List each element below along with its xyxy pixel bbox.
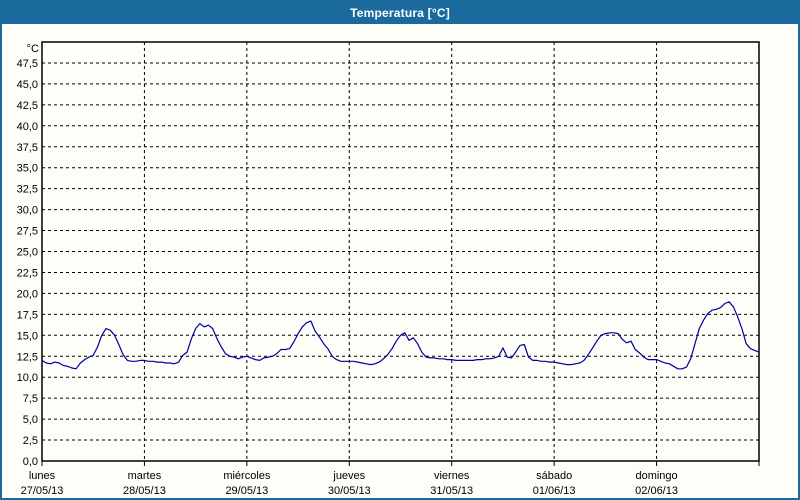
x-date-label: 01/06/13 [533,485,576,497]
x-date-label: 29/05/13 [225,485,268,497]
x-date-label: 02/06/13 [635,485,678,497]
y-tick-label: 10,0 [17,372,38,384]
window-title: Temperatura [°C] [350,6,450,20]
y-tick-label: 42,5 [17,100,38,112]
y-axis-labels: 0,0 2,5 5,0 7,5 10,0 12,5 15,0 17,5 20,0 22,5 25,0… [17,58,38,468]
plot-border [41,41,760,462]
x-date-label: 31/05/13 [430,485,473,497]
x-day-label: domingo [635,470,677,482]
x-axis-ticks [41,461,760,466]
y-tick-label: 37,5 [17,142,38,154]
y-tick-label: 17,5 [17,309,38,321]
x-date-label: 27/05/13 [21,485,64,497]
x-day-label: lunes [29,470,56,482]
x-day-label: miércoles [223,470,271,482]
temperature-series-line [41,301,760,370]
x-axis-labels: lunes 27/05/13 martes 28/05/13 miércoles 29/0… [21,470,678,497]
window-titlebar: Temperatura [°C] [2,2,798,24]
y-tick-label: 0,0 [23,456,38,468]
y-tick-label: 27,5 [17,226,38,238]
x-date-label: 30/05/13 [328,485,371,497]
x-day-label: jueves [332,470,365,482]
y-tick-label: 47,5 [17,58,38,70]
y-tick-label: 32,5 [17,184,38,196]
x-date-label: 28/05/13 [123,485,166,497]
y-tick-label: 15,0 [17,330,38,342]
y-tick-label: 35,0 [17,163,38,175]
y-tick-label: 40,0 [17,121,38,133]
y-tick-label: 25,0 [17,247,38,259]
y-tick-label: 30,0 [17,205,38,217]
day-gridlines [143,42,658,461]
chart-area: 0,0 2,5 5,0 7,5 10,0 12,5 15,0 17,5 20,0 22,5 25,0… [4,26,798,498]
y-tick-label: 2,5 [23,435,38,447]
y-tick-label: 5,0 [23,414,38,426]
x-day-label: sábado [536,470,572,482]
y-tick-label: 12,5 [17,351,38,363]
y-tick-label: 7,5 [23,393,38,405]
y-tick-label: 20,0 [17,288,38,300]
y-tick-label: 22,5 [17,267,38,279]
y-gridlines [42,62,759,441]
x-day-label: viernes [434,470,470,482]
y-axis-unit-label: °C [27,43,39,55]
y-tick-label: 45,0 [17,79,38,91]
temperature-line-chart: 0,0 2,5 5,0 7,5 10,0 12,5 15,0 17,5 20,0 22,5 25,0… [17,41,760,497]
x-day-label: martes [128,470,162,482]
